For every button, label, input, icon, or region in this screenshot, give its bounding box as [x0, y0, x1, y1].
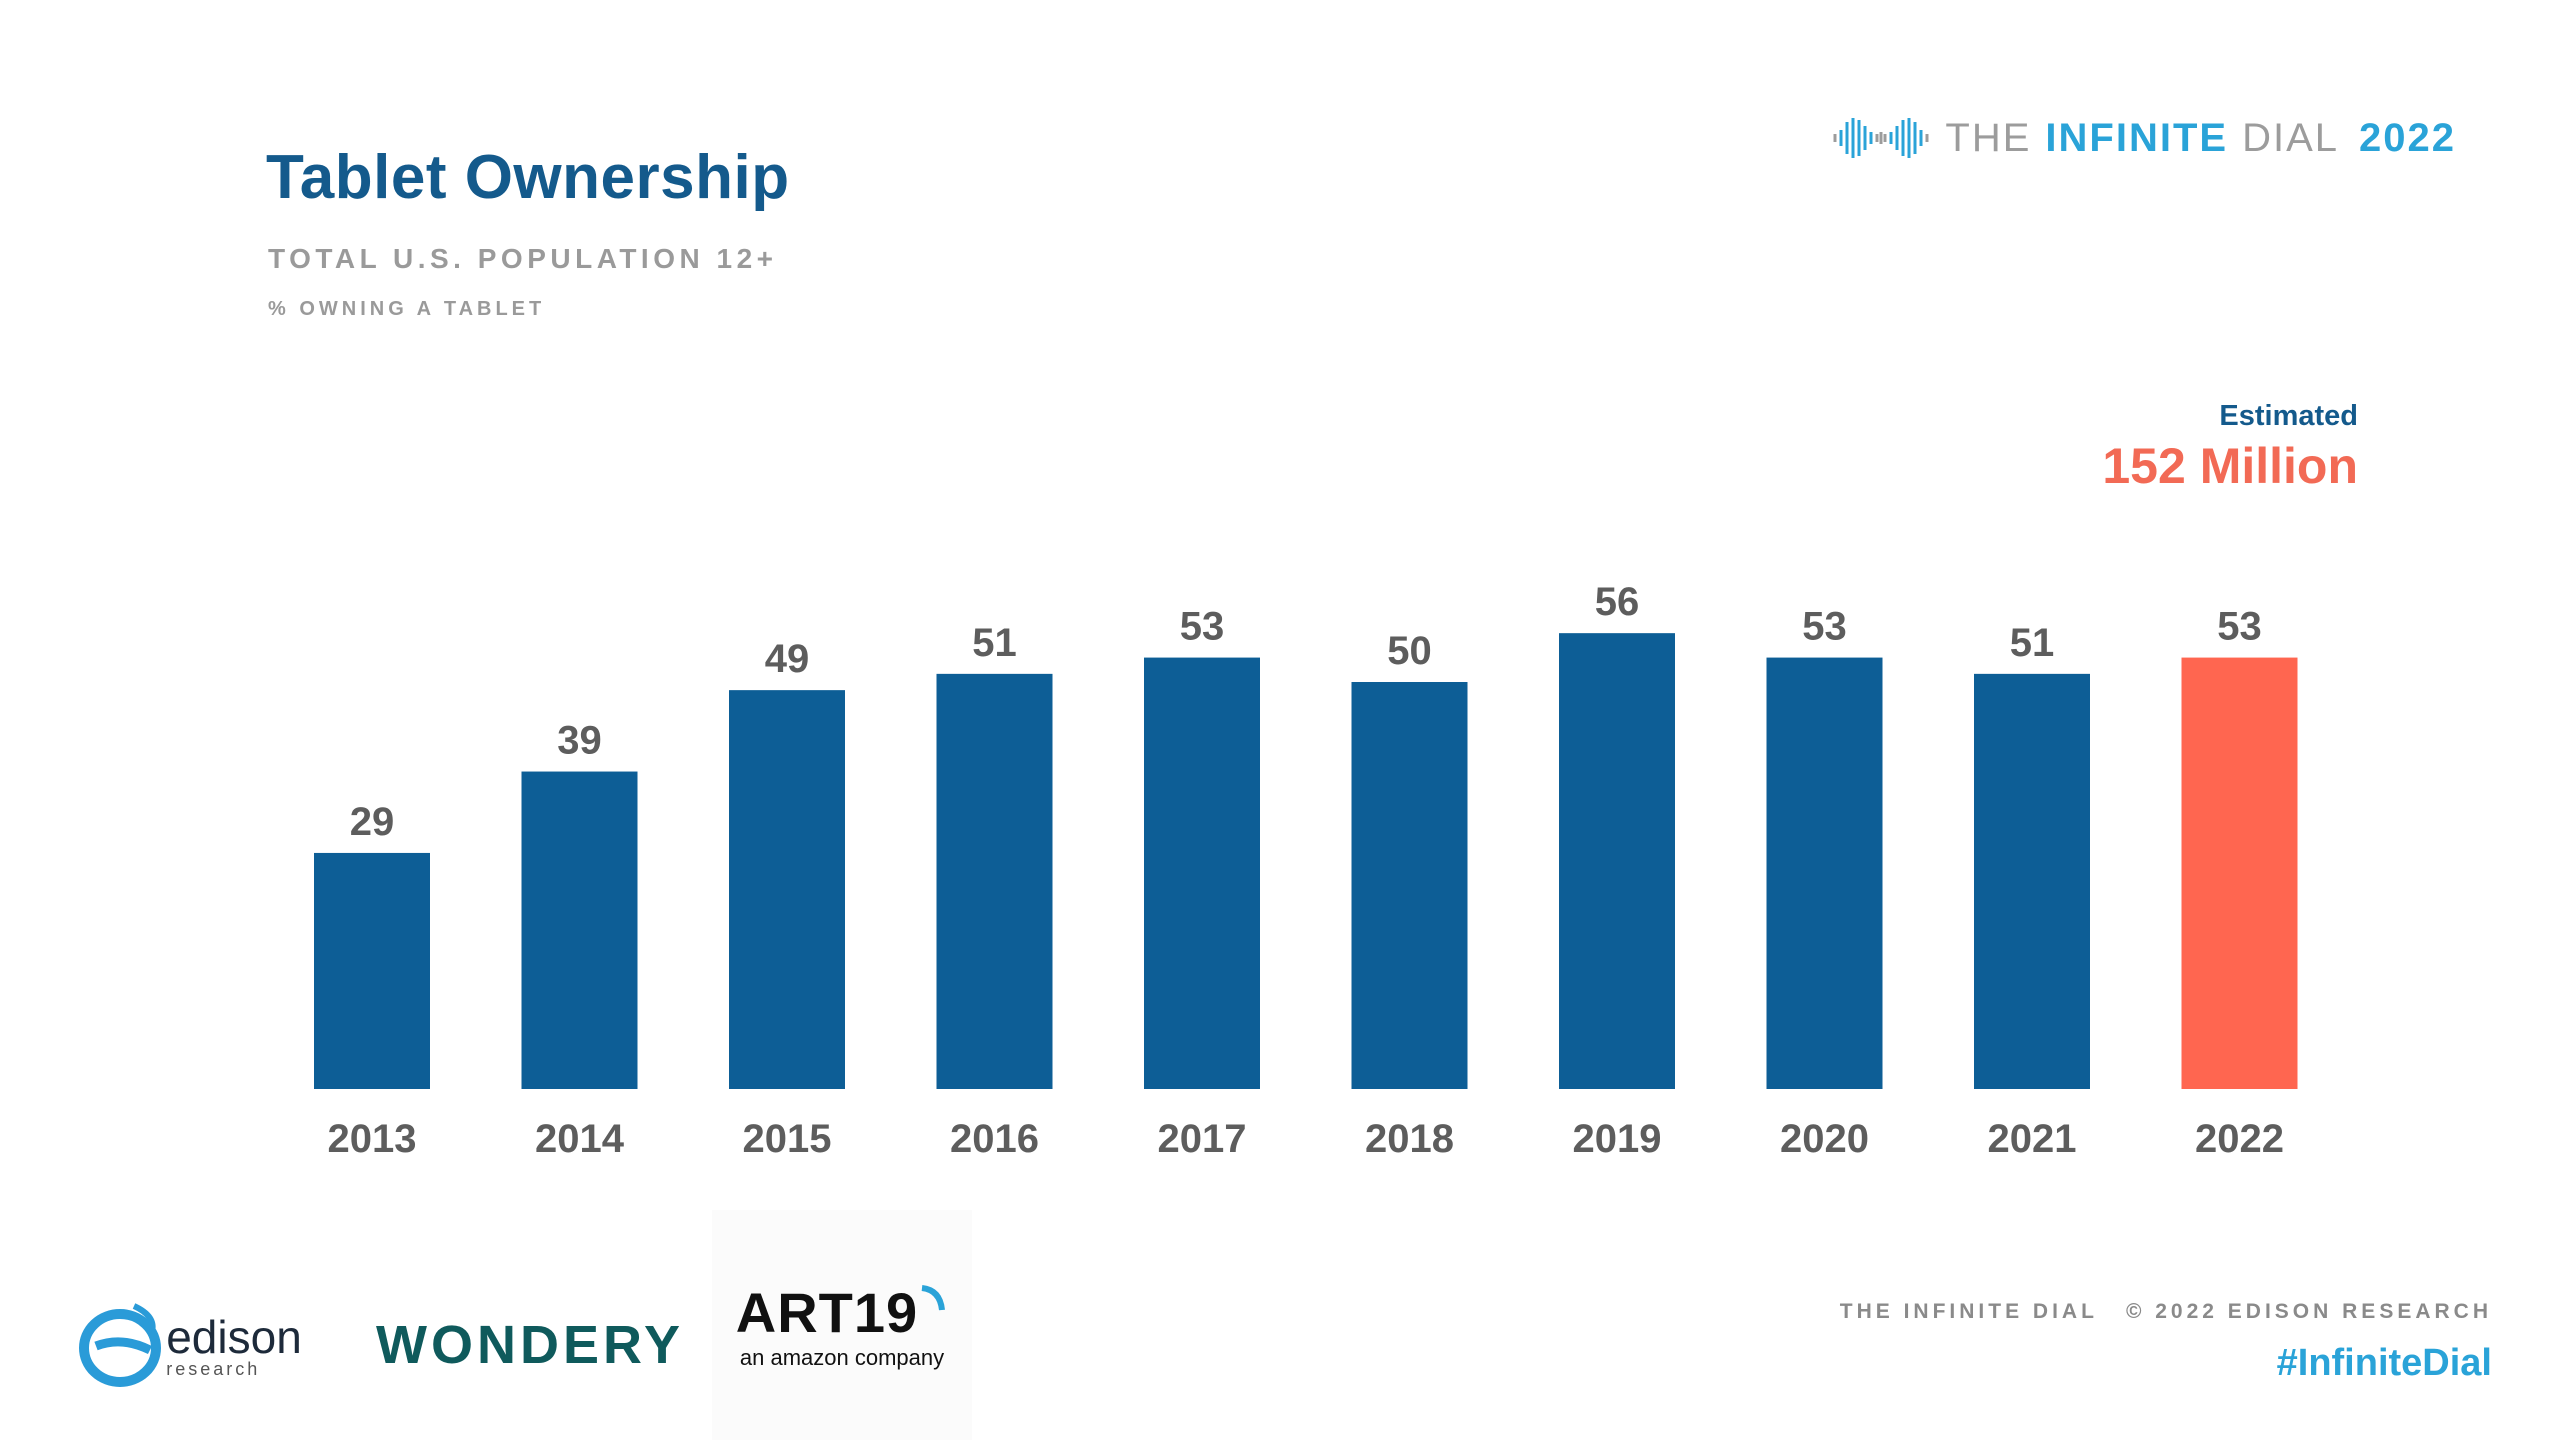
value-label-2017: 53 — [1180, 605, 1225, 649]
value-label-2016: 51 — [972, 621, 1017, 665]
wondery-logo: WONDERY — [370, 1300, 690, 1390]
edison-wordmark: edison — [166, 1311, 302, 1363]
wondery-wordmark: WONDERY — [376, 1315, 684, 1375]
x-tick-label-2018: 2018 — [1365, 1117, 1454, 1161]
bar-2014 — [521, 771, 638, 1089]
bar-2019 — [1559, 633, 1675, 1089]
footer-credit: THE INFINITE DIAL © 2022 EDISON RESEARCH — [1840, 1300, 2492, 1324]
brand-word-the: THE — [1945, 115, 2032, 160]
infinite-dial-brand: THE INFINITE DIAL 2022 — [1831, 108, 2456, 168]
value-label-2022: 53 — [2217, 605, 2262, 649]
value-label-2019: 56 — [1595, 580, 1640, 624]
x-tick-label-2020: 2020 — [1780, 1117, 1869, 1161]
bar-chart: 29 2013 39 2014 49 2015 51 2016 53 2017 50 2018 56 20… — [314, 580, 2298, 1161]
x-tick-label-2019: 2019 — [1573, 1117, 1662, 1161]
chart-subtitle: TOTAL U.S. POPULATION 12+ — [268, 243, 778, 274]
x-tick-label-2015: 2015 — [743, 1117, 832, 1161]
value-label-2013: 29 — [350, 800, 395, 844]
art19-wordmark: ART19 — [735, 1280, 919, 1344]
value-label-2014: 39 — [557, 719, 602, 763]
metric-label: % OWNING A TABLET — [268, 298, 546, 320]
estimate-value: 152 Million — [2102, 438, 2358, 494]
page-title: Tablet Ownership — [266, 143, 790, 212]
art19-logo: ART19 an amazon company — [712, 1210, 972, 1440]
x-tick-label-2017: 2017 — [1158, 1117, 1247, 1161]
edison-globe-icon — [79, 1303, 162, 1387]
bar-2020 — [1766, 657, 1883, 1089]
brand-year: 2022 — [2359, 115, 2456, 160]
x-tick-label-2013: 2013 — [328, 1117, 417, 1161]
footer-dial: THE INFINITE DIAL — [1839, 1300, 2098, 1323]
edison-research-logo: edison research — [64, 1276, 314, 1416]
infinity-dial-icon — [1833, 118, 1929, 158]
bar-2018 — [1351, 682, 1468, 1089]
brand-word-dial: DIAL — [2242, 115, 2340, 160]
value-label-2018: 50 — [1387, 629, 1432, 673]
x-tick-label-2021: 2021 — [1988, 1117, 2077, 1161]
x-tick-label-2022: 2022 — [2195, 1117, 2284, 1161]
value-label-2020: 53 — [1802, 605, 1847, 649]
estimate-label: Estimated — [2219, 400, 2358, 432]
edison-subtext: research — [166, 1359, 261, 1379]
bar-2017 — [1144, 657, 1260, 1089]
art19-subtext: an amazon company — [739, 1344, 945, 1370]
value-label-2021: 51 — [2010, 621, 2055, 665]
bar-2016 — [936, 673, 1053, 1089]
bar-2022 — [2181, 657, 2298, 1089]
value-label-2015: 49 — [765, 637, 810, 681]
art19-wave-icon — [921, 1284, 946, 1310]
x-tick-label-2016: 2016 — [950, 1117, 1039, 1161]
brand-word-infinite: INFINITE — [2045, 115, 2229, 160]
x-tick-label-2014: 2014 — [535, 1117, 625, 1161]
bar-2021 — [1974, 673, 2090, 1089]
footer-hashtag: #InfiniteDial — [2276, 1342, 2492, 1384]
bar-2015 — [729, 690, 845, 1089]
footer-copyright: © 2022 EDISON RESEARCH — [2125, 1300, 2492, 1323]
bar-2013 — [314, 852, 430, 1089]
